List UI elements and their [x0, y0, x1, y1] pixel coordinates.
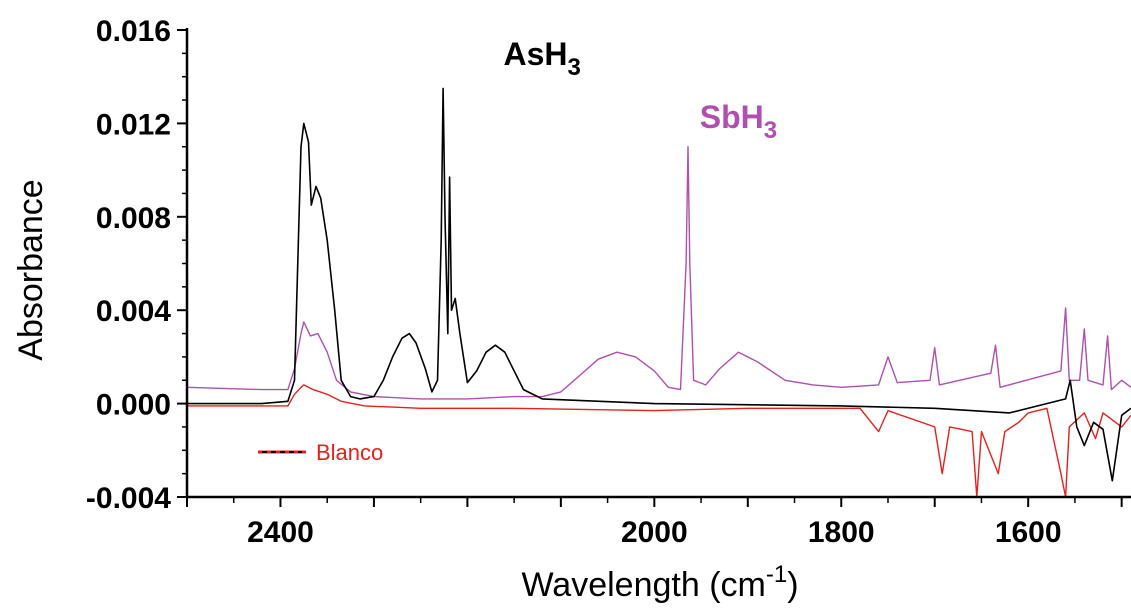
series-line-blanco [187, 384, 1131, 498]
series-line-sbh3 [186, 146, 1131, 400]
y-tick-label: 0.012 [96, 108, 171, 141]
x-axis-title-text: Wavelength (cm [521, 566, 765, 604]
axis-layer: -0.004 0.000 0.004 0.008 0.012 0.016 2400 2000 1… [86, 15, 1131, 549]
x-axis-title-sup: -1 [766, 561, 787, 588]
annotation-ash3: AsH3 [503, 36, 580, 81]
x-axis-title: Wavelength (cm-1) [521, 561, 798, 604]
y-axis-title: Absorbance [12, 179, 50, 360]
y-tick-label: -0.004 [86, 482, 171, 515]
legend: Blanco [258, 440, 383, 465]
series-layer [186, 87, 1131, 498]
x-tick-label: 1600 [995, 516, 1062, 549]
annotation-sbh3-text: SbH [700, 99, 764, 135]
y-tick-label: 0.008 [96, 202, 171, 235]
y-tick-label: 0.004 [96, 295, 171, 328]
x-tick-label: 2400 [247, 516, 314, 549]
x-tick-label: 2000 [621, 516, 688, 549]
annotation-sbh3: SbH3 [700, 99, 777, 144]
x-axis-title-close: ) [787, 566, 798, 604]
legend-label-blanco: Blanco [316, 440, 383, 465]
annotation-sbh3-sub: 3 [764, 117, 777, 144]
annotation-ash3-text: AsH [503, 36, 567, 72]
y-tick-label: 0.000 [96, 389, 171, 422]
y-tick-label: 0.016 [96, 15, 171, 48]
annotation-layer: AsH3 SbH3 [503, 36, 777, 144]
annotation-ash3-sub: 3 [567, 54, 580, 81]
series-line-ash3 [187, 87, 1131, 482]
x-tick-label: 1800 [808, 516, 875, 549]
